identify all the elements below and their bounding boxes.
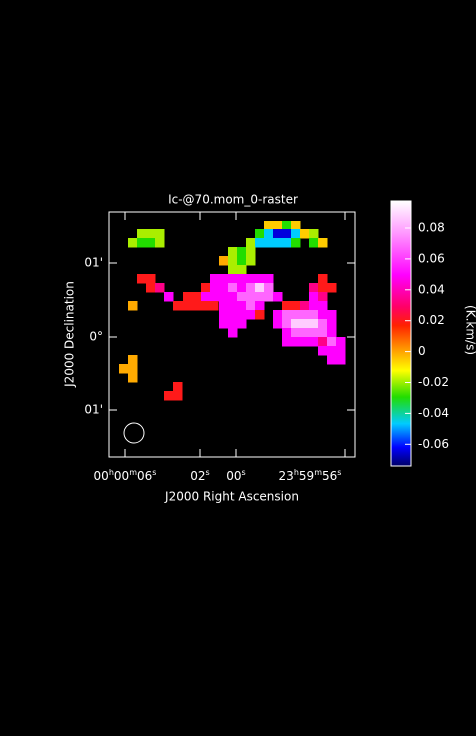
digits: 00 [226, 469, 241, 483]
digits: 59 [299, 469, 314, 483]
y-axis-label: J2000 Declination [63, 281, 77, 388]
x-tick-label: 00h00m06s [94, 468, 157, 483]
x-tick-label: 23h59m56s [279, 468, 342, 483]
unit: s [152, 468, 156, 477]
digits: 00 [94, 469, 109, 483]
y-tick-label: 01' [84, 256, 103, 270]
unit: s [337, 468, 341, 477]
colorbar-tick-label: 0.06 [418, 251, 445, 265]
colorbar [390, 200, 412, 467]
digits: 00 [114, 469, 129, 483]
beam-ellipse [123, 422, 145, 444]
unit: s [242, 468, 246, 477]
colorbar-tick-label: 0.04 [418, 282, 445, 296]
colorbar-tick-label: -0.02 [418, 375, 449, 389]
x-tick-label: 00s [226, 468, 245, 483]
raster-image [119, 221, 346, 401]
unit: h [294, 468, 299, 477]
y-tick-label: 01' [84, 403, 103, 417]
colorbar-tick-label: 0.08 [418, 221, 445, 235]
plot-frame [108, 211, 356, 458]
colorbar-label: (K.km/s) [464, 305, 476, 355]
digits: 56 [322, 469, 337, 483]
colorbar-tick-label: 0.02 [418, 313, 445, 327]
x-tick-label: 02s [190, 468, 209, 483]
unit: m [314, 468, 322, 477]
y-tick-label: 0° [89, 330, 103, 344]
plot-title: Ic-@70.mom_0-raster [168, 193, 298, 207]
unit: m [129, 468, 137, 477]
digits: 02 [190, 469, 205, 483]
colorbar-tick-label: 0 [418, 344, 426, 358]
unit: h [109, 468, 114, 477]
colorbar-tick-label: -0.06 [418, 437, 449, 451]
colorbar-tick-label: -0.04 [418, 406, 449, 420]
unit: s [206, 468, 210, 477]
digits: 06 [137, 469, 152, 483]
digits: 23 [279, 469, 294, 483]
x-axis-label: J2000 Right Ascension [164, 490, 299, 504]
